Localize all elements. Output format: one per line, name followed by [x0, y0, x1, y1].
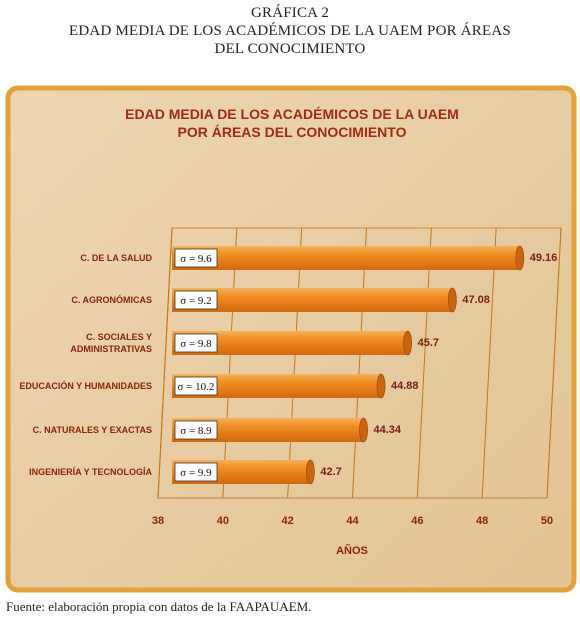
value-label: 44.88 — [391, 380, 419, 392]
gridline — [287, 227, 303, 499]
gridline — [352, 227, 367, 499]
sigma-annotation: σ = 9.8 — [180, 338, 212, 350]
bar-end-cap — [359, 417, 368, 443]
value-label: 49.16 — [530, 252, 558, 264]
category-label: ADMINISTRATIVAS — [70, 344, 152, 354]
bar-end-cap — [403, 330, 413, 356]
sigma-annotation: σ = 10.2 — [178, 381, 215, 393]
x-tick-label: 38 — [152, 515, 164, 527]
category-label: C. DE LA SALUD — [80, 253, 152, 263]
sigma-box — [174, 333, 218, 353]
x-tick-label: 44 — [346, 515, 359, 527]
sigma-annotation: σ = 9.6 — [180, 253, 212, 265]
sigma-box — [174, 420, 218, 440]
sigma-box — [174, 248, 218, 268]
chart-title-line-2: POR ÁREAS DEL CONOCIMIENTO — [178, 124, 407, 140]
figure-number: GRÁFICA 2 — [250, 5, 330, 21]
category-label: C. SOCIALES Y — [86, 332, 152, 342]
bar-end-cap — [305, 459, 315, 485]
x-tick-label: 40 — [217, 515, 229, 527]
x-tick-label: 46 — [411, 515, 423, 527]
bar-end-cap — [447, 287, 457, 313]
x-tick-label: 48 — [476, 515, 488, 527]
category-label: INGENIERÍA Y TECNOLOGÍA — [29, 467, 152, 477]
bar-end-cap — [376, 373, 386, 399]
bar-end-cap — [515, 245, 525, 271]
gridline — [157, 227, 173, 499]
gridline — [546, 227, 562, 499]
category-label: C. AGRONÓMICAS — [71, 294, 152, 305]
gridline — [481, 227, 497, 499]
bar — [172, 288, 453, 312]
category-label: EDUCACIÓN Y HUMANIDADES — [19, 380, 152, 391]
gridline — [416, 227, 432, 499]
sigma-annotation: σ = 9.9 — [180, 467, 212, 479]
sigma-annotation: σ = 9.2 — [180, 295, 211, 307]
source-footnote: Fuente: elaboración propia con datos de … — [6, 599, 312, 614]
category-labels: C. DE LA SALUD C. AGRONÓMICAS C. SOCIALES … — [19, 253, 152, 477]
sigma-annotation: σ = 8.9 — [180, 425, 212, 437]
sigma-box — [174, 462, 218, 482]
gridlines — [157, 227, 562, 499]
x-tick-labels: 38 40 42 44 46 48 50 — [152, 515, 553, 527]
sigma-box — [174, 290, 218, 310]
value-label: 44.34 — [374, 424, 402, 436]
bars: σ = 9.6 49.16 σ = 9.2 47.08 σ = 9.8 45.7 σ = 1… — [172, 245, 558, 485]
chart-title-line-1: EDAD MEDIA DE LOS ACADÉMICOS DE LA UAEM — [125, 106, 459, 122]
value-label: 45.7 — [418, 337, 439, 349]
category-label: C. NATURALES Y EXACTAS — [33, 425, 152, 435]
x-axis-title: AÑOS — [336, 544, 368, 557]
gridline — [222, 227, 238, 499]
x-tick-label: 50 — [541, 515, 553, 527]
figure-caption-line-2: DEL CONOCIMIENTO — [214, 41, 366, 57]
value-label: 42.7 — [320, 466, 341, 478]
bar — [172, 246, 520, 270]
value-label: 47.08 — [462, 294, 490, 306]
sigma-box — [174, 376, 218, 396]
figure-caption-line-1: EDAD MEDIA DE LOS ACADÉMICOS DE LA UAEM … — [69, 23, 511, 39]
x-tick-label: 42 — [282, 515, 294, 527]
